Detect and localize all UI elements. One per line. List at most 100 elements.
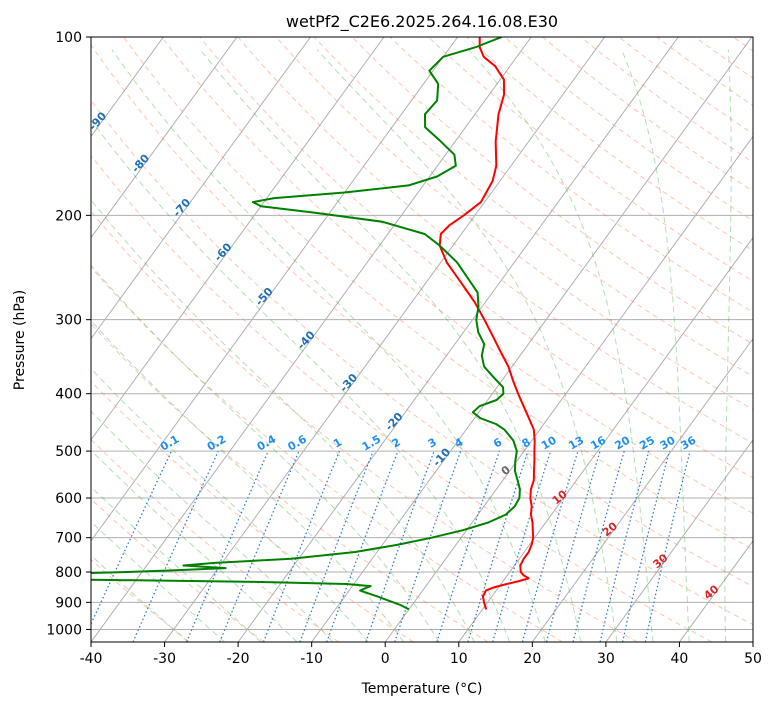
mixing-ratio-line	[436, 450, 501, 642]
dry-adiabat-label: -90	[86, 109, 109, 133]
dry-adiabat	[91, 438, 340, 642]
mixing-ratio-line	[622, 450, 670, 642]
moist-adiabat-lines	[91, 49, 732, 642]
mixing-ratio-label: 0.6	[286, 432, 310, 453]
dry-adiabat	[91, 558, 190, 642]
dry-adiabat	[91, 266, 563, 642]
mixing-ratio-line	[219, 450, 300, 642]
moist-adiabat	[724, 49, 732, 642]
mixing-ratio-line	[644, 450, 691, 642]
y-tick-label: 1000	[46, 622, 82, 638]
y-axis-label: Pressure (hPa)	[12, 290, 28, 390]
isotherm	[384, 135, 753, 642]
moist-adiabat	[91, 486, 262, 642]
x-tick-label: 10	[450, 651, 468, 667]
isotherm	[237, 37, 679, 642]
y-tick-label: 900	[55, 595, 82, 611]
mixing-ratio-line	[492, 450, 552, 642]
dry-adiabat	[91, 498, 265, 642]
dry-adiabat-label: -30	[337, 371, 360, 395]
dry-adiabat	[91, 99, 753, 626]
isotherm	[91, 37, 311, 340]
isotherm	[311, 37, 753, 642]
mixing-ratio-label: 1.5	[360, 433, 383, 454]
mixing-ratio-line	[521, 450, 579, 642]
temperature-profile	[438, 37, 536, 610]
moist-adiabat-label: 0	[499, 463, 513, 478]
dry-adiabat	[91, 44, 753, 588]
dry-adiabat	[694, 37, 753, 79]
x-tick-label: -20	[227, 651, 250, 667]
mixing-ratio-label: 2	[390, 436, 403, 451]
isotherm	[679, 540, 753, 642]
moist-adiabat	[91, 449, 298, 642]
isotherm	[91, 37, 385, 441]
mixing-ratio-line	[394, 450, 462, 642]
moist-adiabat	[91, 119, 511, 642]
isotherm	[91, 37, 459, 542]
moist-adiabat	[199, 49, 582, 642]
dry-adiabat	[161, 37, 753, 514]
y-axis-ticks: 100 200 300 400 500 600 700 800 900 1000	[46, 30, 91, 638]
dry-adiabat	[237, 37, 753, 444]
mixing-ratio-label: 10	[539, 433, 559, 452]
dry-adiabat	[91, 323, 489, 642]
mixing-ratio-line	[326, 450, 399, 642]
y-tick-label: 800	[55, 565, 82, 581]
mixing-ratio-label: 6	[491, 435, 504, 450]
x-tick-label: -10	[300, 651, 323, 667]
mixing-ratio-label: 1	[331, 436, 344, 451]
chart-title: wetPf2_C2E6.2025.264.16.08.E30	[286, 12, 558, 32]
x-axis-ticks: -40 -30 -20 -10 0 10 20 30 40 50	[80, 642, 762, 667]
dry-adiabat-label: -70	[170, 196, 193, 220]
dry-adiabat	[542, 37, 753, 192]
isotherm	[531, 337, 753, 642]
moist-adiabat-label: 30	[650, 551, 670, 571]
moist-adiabat	[91, 554, 189, 642]
y-tick-label: 400	[55, 387, 82, 403]
dry-adiabat-label: -20	[383, 410, 406, 434]
moist-adiabat	[91, 410, 334, 642]
dry-adiabat-lines	[91, 37, 753, 642]
dry-adiabat-label: -50	[253, 285, 276, 309]
x-tick-label: -30	[153, 651, 176, 667]
x-tick-label: 50	[744, 651, 762, 667]
moist-adiabat	[91, 319, 405, 642]
dewpoint-profile	[91, 37, 521, 611]
moist-adiabat	[621, 49, 690, 642]
x-axis-label: Temperature (°C)	[361, 681, 483, 697]
y-tick-label: 200	[55, 208, 82, 224]
profile-series	[91, 37, 536, 611]
dry-adiabat	[351, 37, 753, 345]
mixing-ratio-line	[262, 450, 341, 642]
dry-adiabat	[389, 37, 753, 313]
mixing-ratio-label: 25	[637, 434, 657, 453]
mixing-ratio-line	[132, 450, 219, 642]
y-tick-label: 300	[55, 313, 82, 329]
mixing-ratio-line	[572, 450, 625, 642]
isotherm	[752, 641, 753, 642]
dry-adiabat	[732, 37, 753, 52]
moist-adiabat	[91, 520, 225, 642]
mixing-ratio-label: 20	[613, 433, 633, 452]
y-tick-label: 600	[55, 491, 82, 507]
moist-adiabat	[468, 49, 654, 642]
isotherm	[91, 37, 238, 239]
dry-adiabat	[656, 37, 753, 107]
mixing-ratio-label: 30	[658, 433, 678, 452]
plot-frame	[90, 36, 754, 643]
mixing-ratio-label: 0.2	[205, 433, 228, 454]
moist-adiabat	[111, 49, 546, 642]
mixing-ratio-label: 13	[566, 434, 586, 453]
dry-adiabat	[428, 37, 753, 282]
moist-adiabat	[91, 367, 369, 642]
mixing-ratio-line	[91, 450, 173, 626]
mixing-ratio-line	[299, 450, 374, 642]
y-tick-label: 700	[55, 531, 82, 547]
isotherm	[605, 438, 753, 642]
isotherm	[458, 236, 753, 642]
dry-adiabat	[91, 154, 713, 642]
isotherm	[91, 37, 532, 642]
y-tick-label: 500	[55, 444, 82, 460]
